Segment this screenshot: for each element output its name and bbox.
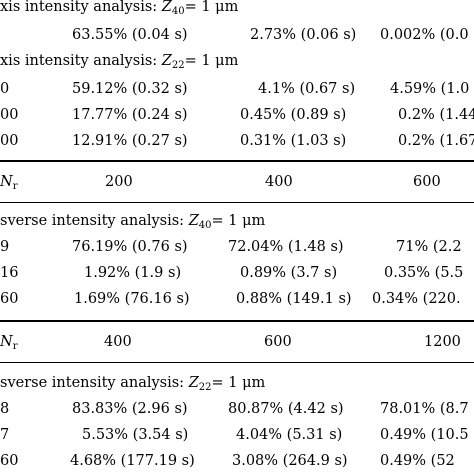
table-cell: 0.89% (3.7 s) [240,265,338,281]
row-label: 00 [0,133,19,149]
row-label: 00 [0,107,19,123]
column-header: 1200 [424,334,461,350]
title-suffix: = 1 μm [184,0,239,15]
header-sub: r [12,341,18,352]
table-cell: 0.34% (220. [372,291,461,307]
row-label: 60 [0,453,19,469]
title-sub: 40 [198,220,212,231]
table-cell: 5.53% (3.54 s) [82,427,189,443]
header-label: Nr [0,173,17,196]
header-var: N [0,334,13,350]
table-cell: 4.1% (0.67 s) [258,81,356,97]
table-cell: 17.77% (0.24 s) [72,107,188,123]
table-cell: 4.68% (177.19 s) [70,453,195,469]
table-rule [0,160,474,162]
title-var: Z [188,375,199,391]
table-cell: 0.35% (5.5 [384,265,464,281]
table-cell: 4.04% (5.31 s) [236,427,343,443]
table-cell: 0.31% (1.03 s) [240,133,347,149]
header-var: N [0,174,13,190]
title-var: Z [188,213,199,229]
table-cell: 3.08% (264.9 s) [232,453,348,469]
table-cell: 0.002% (0.0 [380,27,469,43]
row-label: 16 [0,265,19,281]
section-title: xis intensity analysis: Z40= 1 μm [0,0,238,21]
header-label: Nr [0,333,17,356]
column-header: 400 [104,334,132,350]
table-rule [0,202,474,203]
row-label: 9 [0,239,10,255]
row-label: 60 [0,291,19,307]
table-cell: 0.49% (10.5 [380,427,469,443]
table-cell: 12.91% (0.27 s) [72,133,188,149]
table-cell: 0.2% (1.67 [398,133,474,149]
title-var: Z [161,53,172,69]
title-suffix: = 1 μm [184,53,239,69]
column-header: 600 [413,174,441,190]
row-label: 7 [0,427,10,443]
section-title: sverse intensity analysis: Z22= 1 μm [0,374,265,397]
table-cell: 63.55% (0.04 s) [72,27,188,43]
title-sub: 22 [171,60,185,71]
section-title: xis intensity analysis: Z22= 1 μm [0,52,238,75]
column-header: 400 [265,174,293,190]
section-title: sverse intensity analysis: Z40= 1 μm [0,212,265,235]
table-cell: 0.45% (0.89 s) [240,107,347,123]
table-cell: 0.49% (52 [380,453,455,469]
title-suffix: = 1 μm [211,213,266,229]
title-suffix: = 1 μm [211,375,266,391]
table-cell: 4.59% (1.0 [390,81,470,97]
title-prefix: xis intensity analysis: [0,0,162,15]
row-label: 8 [0,401,10,417]
table-cell: 72.04% (1.48 s) [228,239,344,255]
table-cell: 78.01% (8.7 [380,401,469,417]
table-cell: 1.92% (1.9 s) [84,265,182,281]
table-cell: 2.73% (0.06 s) [250,27,357,43]
title-var: Z [161,0,172,15]
table-cell: 71% (2.2 [396,239,462,255]
table-cell: 83.83% (2.96 s) [72,401,188,417]
title-prefix: sverse intensity analysis: [0,375,189,391]
row-label: 0 [0,81,10,97]
title-prefix: sverse intensity analysis: [0,213,189,229]
table-cell: 59.12% (0.32 s) [72,81,188,97]
column-header: 600 [264,334,292,350]
header-sub: r [12,181,18,192]
title-sub: 40 [171,6,185,17]
table-cell: 0.2% (1.44 [398,107,474,123]
table-cell: 1.69% (76.16 s) [74,291,190,307]
table-cell: 80.87% (4.42 s) [228,401,344,417]
table-cell: 76.19% (0.76 s) [72,239,188,255]
table-cell: 0.88% (149.1 s) [236,291,352,307]
table-rule [0,320,474,322]
title-sub: 22 [198,382,212,393]
column-header: 200 [105,174,133,190]
title-prefix: xis intensity analysis: [0,53,162,69]
table-rule [0,362,474,363]
